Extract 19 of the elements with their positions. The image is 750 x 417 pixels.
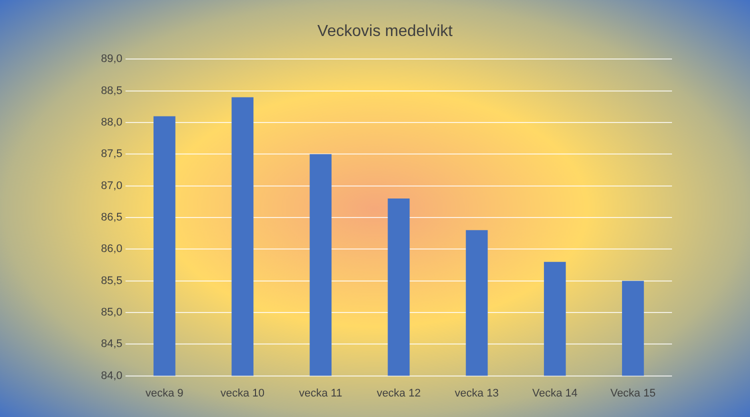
x-tick-label: vecka 13 <box>454 387 499 400</box>
y-tick-label: 87,0 <box>100 180 122 192</box>
y-tick-label: 88,5 <box>100 84 122 97</box>
x-tick-label: vecka 10 <box>220 387 265 400</box>
x-tick-label: vecka 11 <box>299 387 342 400</box>
chart-title: Veckovis medelvikt <box>317 23 454 40</box>
y-tick-label: 85,0 <box>100 306 122 319</box>
y-tick-label: 85,5 <box>100 274 122 287</box>
y-tick-label: 84,0 <box>100 370 122 382</box>
x-tick-label: vecka 12 <box>376 387 421 400</box>
y-tick-label: 87,5 <box>100 148 122 160</box>
y-tick-label: 88,0 <box>100 116 122 129</box>
y-tick-label: 89,0 <box>100 53 122 66</box>
y-tick-label: 86,0 <box>100 243 122 256</box>
y-tick-label: 84,5 <box>100 338 122 350</box>
x-tick-label: Vecka 14 <box>532 387 578 400</box>
y-tick-label: 86,5 <box>100 212 122 224</box>
x-tick-label: Vecka 15 <box>610 387 656 400</box>
x-tick-label: vecka 9 <box>145 387 184 400</box>
